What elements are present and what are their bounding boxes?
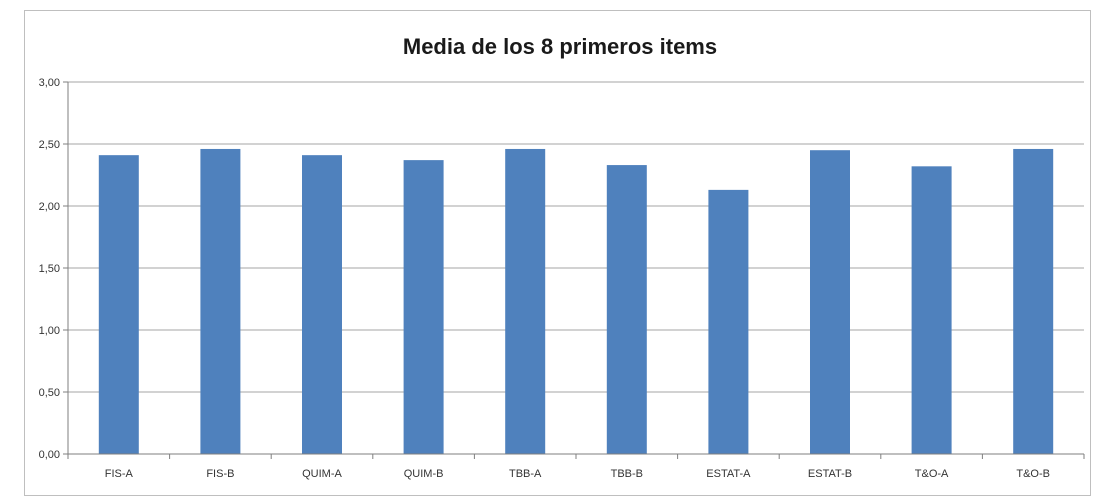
x-axis: FIS-A FIS-B QUIM-A QUIM-B TBB-A TBB-B ESTAT-A E… (67, 453, 1085, 480)
bar[interactable] (911, 166, 952, 454)
x-tick-label: QUIM-A (302, 468, 342, 480)
y-tick-label: 1,00 (39, 325, 60, 337)
x-tick-label: ESTAT-A (706, 468, 751, 480)
y-axis: 0,00 0,50 1,00 1,50 2,00 2,50 3,00 (39, 77, 69, 461)
bar[interactable] (505, 148, 546, 454)
bar[interactable] (606, 165, 647, 454)
x-tick-label: TBB-A (509, 468, 542, 480)
y-tick-label: 0,00 (39, 449, 60, 461)
y-tick-label: 2,00 (39, 201, 60, 213)
bar[interactable] (1013, 148, 1054, 454)
x-tick-label: FIS-A (105, 468, 134, 480)
bar[interactable] (810, 150, 850, 454)
y-tick-label: 2,50 (39, 139, 60, 151)
bar[interactable] (403, 160, 444, 454)
x-tick-label: T&O-A (915, 468, 949, 480)
y-tick-label: 3,00 (39, 77, 60, 89)
bars (98, 148, 1054, 454)
y-tick-label: 1,50 (39, 263, 60, 275)
x-tick-label: ESTAT-B (808, 468, 852, 480)
y-tick-label: 0,50 (39, 387, 60, 399)
bar[interactable] (302, 155, 342, 454)
x-tick-label: TBB-B (611, 468, 643, 480)
x-tick-label: FIS-B (206, 468, 234, 480)
x-tick-label: QUIM-B (404, 468, 444, 480)
chart-title: Media de los 8 primeros items (403, 34, 717, 59)
bar[interactable] (98, 155, 139, 454)
x-tick-label: T&O-B (1016, 468, 1050, 480)
bar[interactable] (708, 189, 749, 454)
bar[interactable] (200, 148, 241, 454)
